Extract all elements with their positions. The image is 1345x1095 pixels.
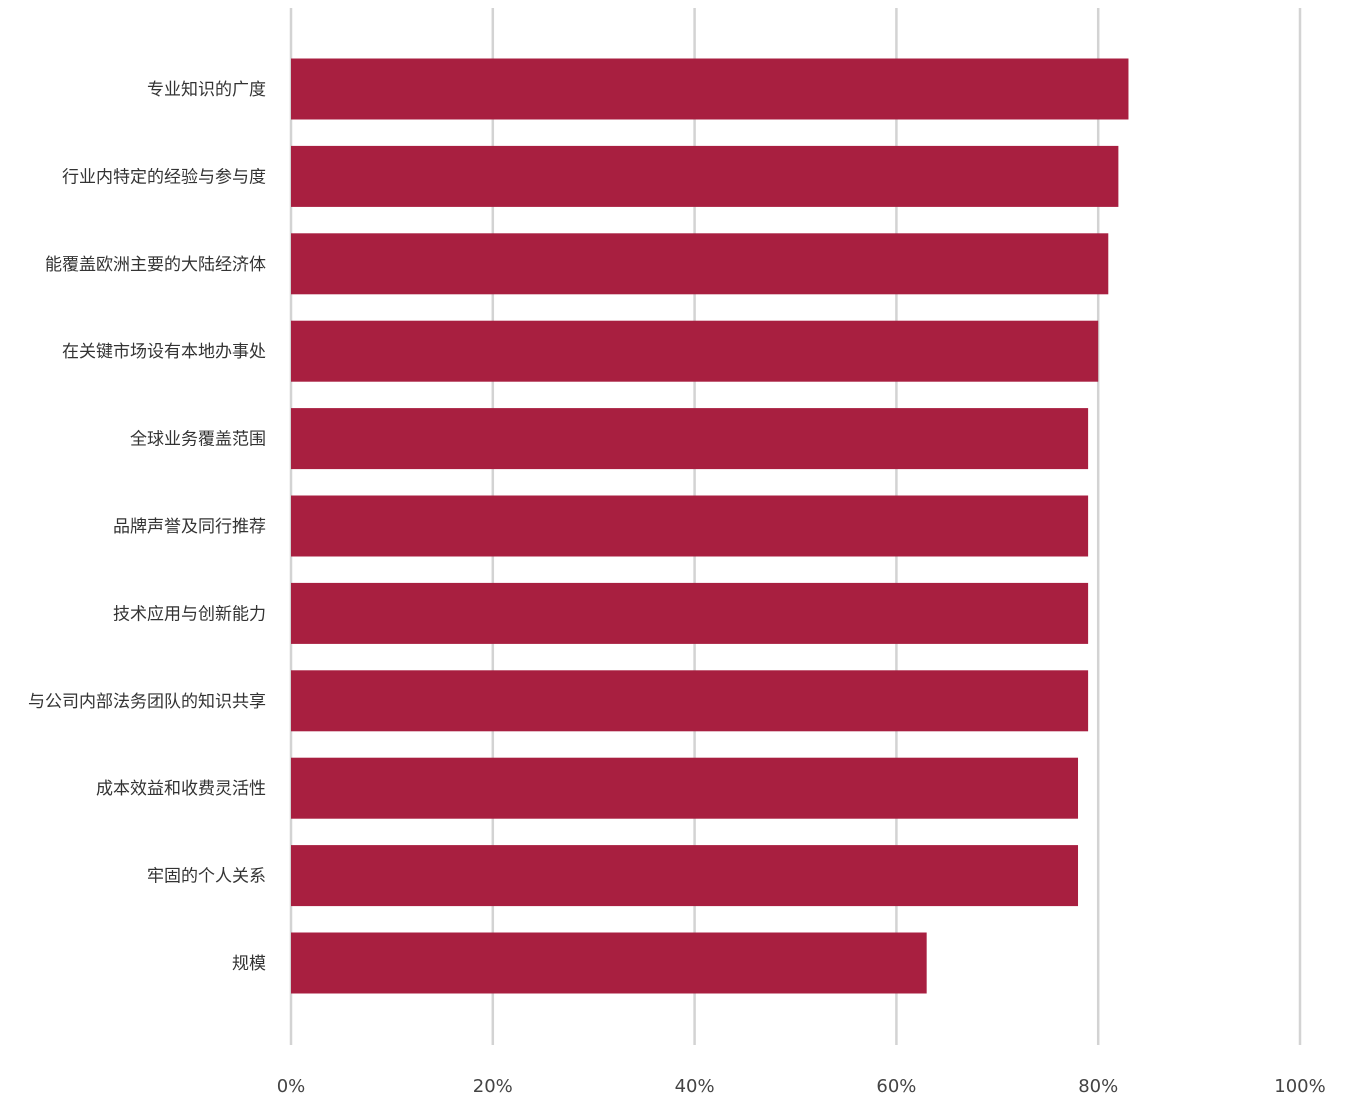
bar bbox=[291, 233, 1109, 295]
x-tick-label: 60% bbox=[876, 1076, 916, 1095]
category-label: 全球业务覆盖范围 bbox=[130, 430, 266, 450]
bars bbox=[291, 58, 1129, 994]
bar bbox=[291, 582, 1089, 644]
category-label: 规模 bbox=[232, 954, 266, 974]
category-label: 与公司内部法务团队的知识共享 bbox=[28, 692, 266, 712]
x-tick-label: 100% bbox=[1274, 1076, 1325, 1095]
category-label: 能覆盖欧洲主要的大陆经济体 bbox=[45, 255, 266, 275]
bar bbox=[291, 845, 1079, 907]
category-label: 牢固的个人关系 bbox=[147, 867, 266, 887]
bar bbox=[291, 320, 1099, 382]
bar bbox=[291, 757, 1079, 819]
category-labels: 专业知识的广度行业内特定的经验与参与度能覆盖欧洲主要的大陆经济体在关键市场设有本… bbox=[28, 80, 266, 974]
bar bbox=[291, 58, 1129, 120]
x-axis-tick-labels: 0% 20% 40% 60% 80% 100% bbox=[277, 1076, 1326, 1095]
category-label: 技术应用与创新能力 bbox=[113, 604, 266, 624]
x-tick-label: 40% bbox=[675, 1076, 715, 1095]
bar bbox=[291, 495, 1089, 557]
category-label: 成本效益和收费灵活性 bbox=[96, 779, 266, 799]
bar bbox=[291, 932, 927, 994]
category-label: 专业知识的广度 bbox=[147, 80, 266, 100]
bar bbox=[291, 408, 1089, 470]
category-label: 行业内特定的经验与参与度 bbox=[62, 167, 266, 187]
bar bbox=[291, 145, 1119, 207]
bar bbox=[291, 670, 1089, 732]
x-tick-label: 0% bbox=[277, 1076, 306, 1095]
category-label: 在关键市场设有本地办事处 bbox=[62, 342, 266, 362]
category-label: 品牌声誉及同行推荐 bbox=[113, 517, 266, 537]
x-tick-label: 80% bbox=[1078, 1076, 1118, 1095]
x-tick-label: 20% bbox=[473, 1076, 513, 1095]
